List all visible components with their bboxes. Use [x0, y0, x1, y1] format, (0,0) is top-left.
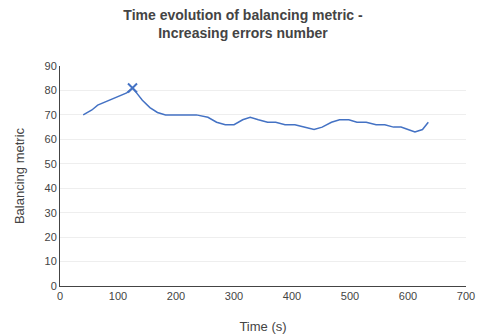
svg-text:200: 200 [167, 290, 185, 302]
svg-text:90: 90 [45, 60, 57, 72]
svg-text:0: 0 [51, 280, 57, 292]
svg-text:20: 20 [45, 231, 57, 243]
svg-text:500: 500 [341, 290, 359, 302]
svg-text:60: 60 [45, 133, 57, 145]
svg-text:600: 600 [399, 290, 417, 302]
svg-text:70: 70 [45, 109, 57, 121]
svg-text:40: 40 [45, 182, 57, 194]
svg-text:30: 30 [45, 207, 57, 219]
svg-text:100: 100 [109, 290, 127, 302]
svg-text:300: 300 [225, 290, 243, 302]
svg-text:0: 0 [57, 290, 63, 302]
svg-text:700: 700 [457, 290, 475, 302]
svg-text:10: 10 [45, 255, 57, 267]
svg-text:400: 400 [283, 290, 301, 302]
svg-text:Balancing metric: Balancing metric [12, 127, 27, 224]
svg-text:50: 50 [45, 158, 57, 170]
svg-text:80: 80 [45, 84, 57, 96]
svg-text:Time (s): Time (s) [239, 319, 286, 334]
svg-text:Time evolution of balancing me: Time evolution of balancing metric -Incr… [123, 7, 363, 41]
